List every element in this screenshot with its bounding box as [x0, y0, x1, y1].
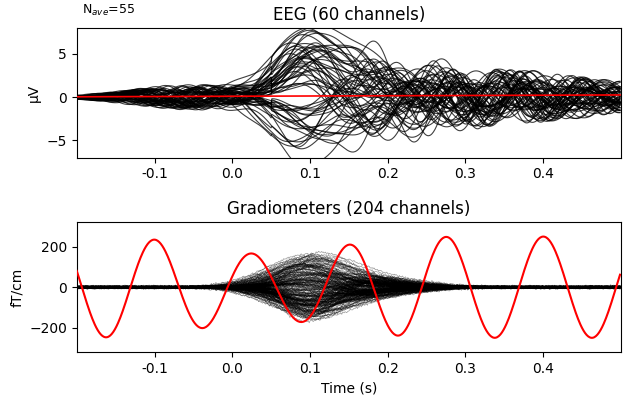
- Y-axis label: fT/cm: fT/cm: [10, 268, 24, 307]
- Text: N$_{ave}$=55: N$_{ave}$=55: [82, 2, 135, 18]
- Y-axis label: μV: μV: [27, 84, 41, 102]
- Title: Gradiometers (204 channels): Gradiometers (204 channels): [227, 200, 470, 218]
- Title: EEG (60 channels): EEG (60 channels): [273, 6, 425, 24]
- X-axis label: Time (s): Time (s): [321, 381, 377, 395]
